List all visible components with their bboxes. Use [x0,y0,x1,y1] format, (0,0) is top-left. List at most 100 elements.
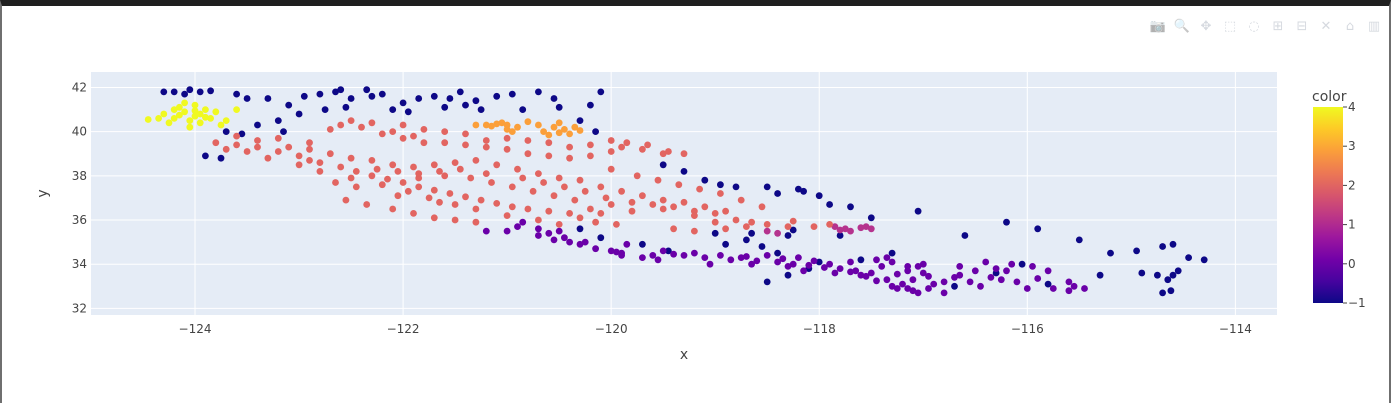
data-point [956,263,964,270]
data-point [254,121,261,129]
data-point [555,103,563,111]
data-point [576,117,584,124]
data-point [446,95,454,102]
data-point [508,183,516,191]
data-point [618,187,625,195]
data-point [826,201,833,208]
lasso-select-icon[interactable]: ◌ [1248,18,1260,34]
zoom-in-icon[interactable]: ⊞ [1272,18,1284,34]
data-point [701,254,709,261]
data-point [535,170,542,178]
data-point [888,249,896,257]
data-point [540,128,547,135]
data-point [347,174,355,182]
data-point [1107,249,1114,257]
data-point [462,101,469,109]
data-point [430,186,438,194]
data-point [181,90,189,98]
box-select-icon[interactable]: ⬚ [1223,18,1237,34]
data-point [873,256,880,264]
data-point [191,107,199,115]
data-point [316,90,324,98]
data-point [763,183,771,191]
data-point [633,172,641,180]
data-point [597,210,605,217]
data-point [207,87,215,95]
data-point [1013,278,1021,286]
data-point [1003,218,1010,226]
data-point [581,187,589,195]
data-point [951,274,958,281]
reset-axes-icon[interactable]: ⌂ [1345,18,1355,34]
data-point [254,143,261,151]
data-point [472,218,480,226]
data-point [254,137,261,144]
data-point [535,225,542,233]
data-point [925,285,932,292]
data-point [914,289,922,297]
data-point [893,270,901,278]
data-point [784,232,792,239]
data-point [566,210,573,217]
data-point [410,163,417,171]
data-point [597,183,605,191]
data-point [420,126,428,133]
data-point [280,128,287,135]
data-point [566,154,573,162]
data-point [888,258,896,266]
camera-icon[interactable]: 📷 [1149,18,1167,34]
data-point [378,90,386,98]
data-point [508,128,516,135]
data-point [909,287,917,295]
data-point [545,152,553,160]
data-point [337,163,345,171]
colorbar-tick-label: 4 [1348,100,1356,114]
data-point [649,252,657,259]
data-point [576,214,584,222]
data-point [430,92,438,100]
data-point [649,201,657,208]
pan-icon[interactable]: ✥ [1200,18,1212,34]
data-point [706,260,714,268]
data-point [722,207,729,215]
data-point [217,154,225,162]
zoom-out-icon[interactable]: ⊟ [1296,18,1308,34]
data-point [571,123,579,131]
data-point [847,227,854,235]
data-point [748,229,755,237]
data-point [867,225,875,233]
data-point [508,90,516,98]
data-point [441,103,449,111]
y-tick-label: 32 [72,301,87,315]
data-point [467,174,475,182]
y-tick-label: 40 [72,125,87,139]
data-point [472,121,480,129]
zoom-icon[interactable]: 🔍 [1173,18,1191,34]
data-point [441,128,449,135]
data-point [758,243,766,250]
data-point [555,227,563,235]
data-point [1049,285,1057,292]
data-point [701,176,709,184]
data-point [399,121,407,129]
data-point [576,176,584,184]
data-point [847,268,854,276]
data-point [805,261,813,269]
data-point [831,223,839,231]
data-point [774,190,781,197]
data-point [665,247,672,255]
data-point [1185,254,1192,261]
data-point [488,179,495,186]
data-point [561,183,568,191]
data-point [680,168,688,175]
data-point [238,130,246,138]
data-point [1169,271,1177,279]
data-point [295,161,303,169]
data-point [1075,236,1083,244]
data-point [233,141,241,149]
data-point [576,225,584,233]
plotly-logo-icon[interactable]: ▥ [1367,18,1381,34]
data-point [462,141,469,149]
data-point [446,190,454,197]
autoscale-icon[interactable]: ✕ [1320,18,1332,34]
